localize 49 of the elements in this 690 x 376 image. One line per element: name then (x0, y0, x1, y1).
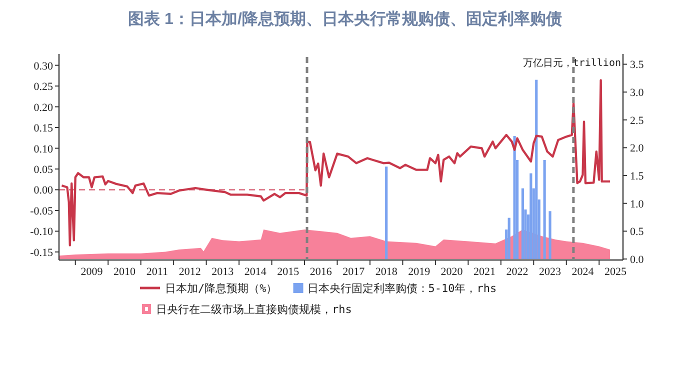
y-tick-label: 0.20 (34, 102, 54, 114)
bar (530, 173, 532, 259)
y-tick-label: -0.15 (30, 246, 54, 259)
y-tick-label: 0.30 (34, 60, 54, 72)
x-tick-label: 2024 (572, 266, 594, 278)
y-tick-label: 0.05 (34, 164, 54, 176)
x-tick-label: 2021 (474, 266, 496, 278)
y2-tick-label: 2.0 (630, 142, 644, 155)
y-tick-label: 0.15 (34, 122, 54, 135)
y2-axis-title: 万亿日元，trillion (522, 58, 621, 69)
bar (548, 211, 552, 259)
x-tick-label: 2013 (212, 266, 234, 278)
x-tick-label: 2023 (539, 266, 562, 278)
x-tick-label: 2012 (178, 266, 201, 278)
x-tick-label: 2022 (506, 266, 528, 278)
legend-label: 日本央行固定利率购债：5-10年，rhs (307, 282, 497, 295)
x-tick-label: 2014 (244, 266, 267, 278)
legend-label: 日央行在二级市场上直接购债规模，rhs (156, 303, 352, 316)
x-tick-label: 2017 (342, 266, 366, 278)
bar (513, 136, 516, 259)
y-tick-label: -0.05 (30, 205, 54, 218)
bar (385, 166, 388, 259)
chart-title: 图表 1：日本加/降息预期、日本央行常规购债、固定利率购债 (128, 9, 562, 28)
y2-tick-label: 3.5 (630, 59, 644, 72)
bar (543, 160, 546, 259)
x-tick-label: 2015 (277, 266, 300, 278)
y2-tick-label: 2.5 (630, 114, 644, 127)
legend-label: 日本加/降息预期（%） (165, 282, 278, 295)
x-tick-label: 2019 (408, 266, 431, 278)
y2-tick-label: 3.0 (630, 87, 644, 100)
bar (535, 80, 538, 259)
y2-tick-label: 1.5 (630, 170, 644, 183)
x-tick-label: 2011 (146, 266, 168, 278)
y2-tick-label: 0.5 (630, 226, 644, 238)
x-tick-label: 2016 (310, 266, 332, 278)
x-tick-label: 2010 (113, 266, 136, 278)
x-tick-label: 2020 (440, 266, 464, 278)
bar (508, 218, 510, 259)
line-series (60, 79, 612, 246)
x-tick-label: 2018 (375, 266, 398, 278)
y-tick-label: -0.10 (30, 226, 54, 238)
y2-tick-label: 0.0 (630, 254, 644, 266)
y-tick-label: 0.00 (34, 184, 54, 197)
y-tick-label: 0.25 (34, 81, 54, 94)
y2-tick-label: 1.0 (630, 198, 644, 210)
y-tick-label: 0.10 (34, 143, 54, 156)
x-tick-label: 2009 (80, 266, 104, 278)
x-tick-label: 2025 (604, 266, 627, 278)
bar (521, 188, 524, 259)
